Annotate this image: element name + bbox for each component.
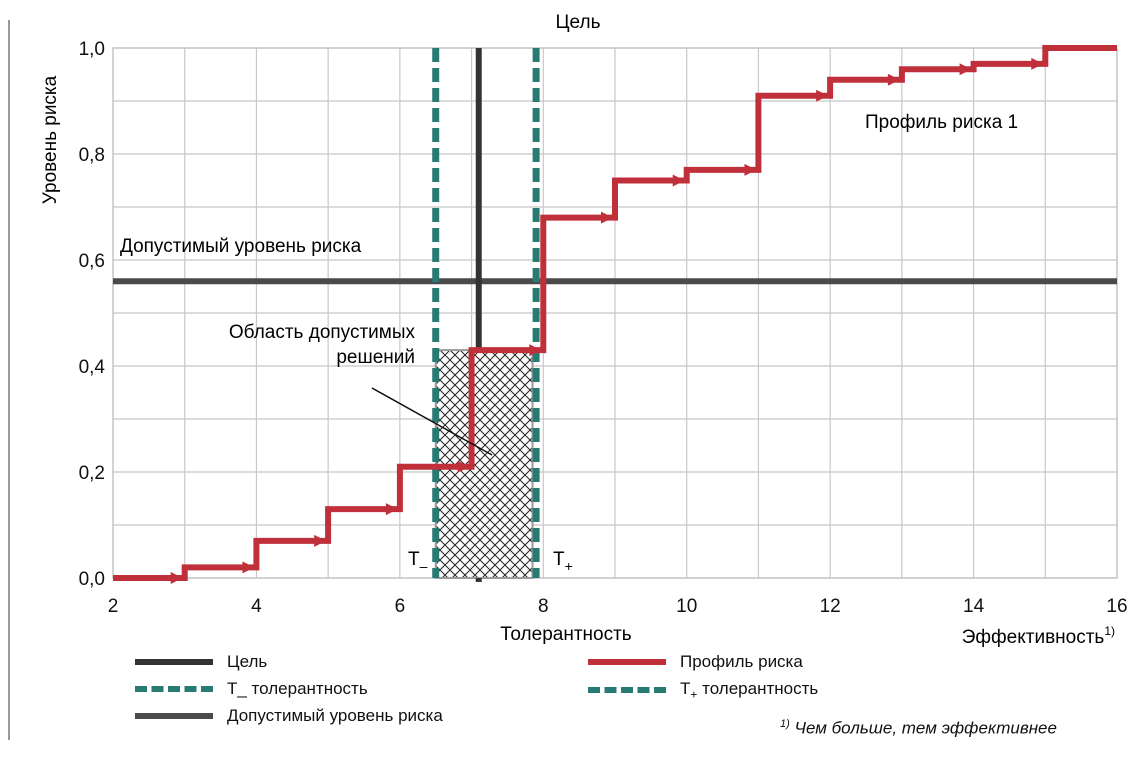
feasible-region-label-line2: решений: [336, 347, 415, 368]
profile-label: Профиль риска 1: [865, 112, 1018, 133]
page-left-border: [8, 20, 10, 740]
risk-profile-arrow: [242, 561, 255, 574]
legend-swatch-risk-level: [135, 713, 213, 719]
y-tick-label: 0,2: [79, 463, 105, 484]
risk-profile-arrow: [816, 89, 829, 102]
x-tick-label: 6: [395, 596, 406, 617]
footnote-text: Чем больше, тем эффективнее: [789, 718, 1057, 738]
footnote-mark: 1): [780, 718, 790, 730]
feasible-region-pointer: [371, 387, 493, 456]
x-tick-label: 16: [1106, 596, 1127, 617]
risk-profile-chart: 2 4 6 8 10 12 14 16 0,0 0,2 0,4 0,6 0,8 1,0 Цель Уров…: [40, 12, 1128, 648]
legend-item-target: Цель: [135, 652, 267, 672]
chart-title: Цель: [556, 12, 601, 33]
series-layer: [113, 45, 1117, 584]
x-tick-label: 2: [108, 596, 119, 617]
tolerance-label: Толерантность: [500, 624, 632, 645]
x-tick-label: 12: [820, 596, 841, 617]
y-axis-label: Уровень риска: [40, 75, 61, 204]
x-axis-label: Эффективность1): [962, 624, 1115, 648]
x-axis-label-footnote-mark: 1): [1104, 624, 1115, 638]
risk-profile-arrow: [601, 211, 613, 224]
reference-lines: [113, 48, 1117, 582]
risk-profile-arrow: [385, 503, 398, 516]
risk-profile-series: [113, 45, 1117, 581]
x-tick-label: 14: [963, 596, 985, 617]
risk-profile-arrow: [959, 63, 972, 76]
legend-label-target: Цель: [227, 652, 268, 671]
x-tick-label: 4: [251, 596, 262, 617]
legend: Цель T_ толерантность Допустимый уровень…: [135, 648, 1125, 758]
legend-label-t-plus: T+ толерантность: [680, 679, 819, 702]
feasible-region-label-line1: Область допустимых: [229, 322, 416, 343]
t-plus-label: T+: [553, 549, 573, 574]
legend-label-profile: Профиль риска: [680, 652, 803, 671]
legend-item-t-plus: T+ толерантность: [588, 679, 818, 701]
t-minus-subscript: –: [420, 558, 428, 574]
risk-profile-arrow: [457, 460, 470, 473]
t-plus-subscript: +: [565, 558, 573, 574]
x-tick-label: 8: [538, 596, 549, 617]
risk-profile-arrow: [529, 344, 542, 357]
legend-item-t-minus: T_ толерантность: [135, 679, 368, 699]
risk-profile-arrow: [170, 572, 183, 584]
x-tick-label: 10: [676, 596, 697, 617]
legend-swatch-profile: [588, 659, 666, 665]
risk-profile-arrow: [314, 534, 327, 547]
legend-item-risk-level: Допустимый уровень риска: [135, 706, 443, 726]
y-tick-label: 0,6: [79, 251, 105, 272]
y-tick-label: 0,8: [79, 145, 105, 166]
footnote: 1) Чем больше, тем эффективнее: [780, 718, 1057, 739]
y-tick-label: 1,0: [79, 39, 105, 60]
y-tick-label: 0,0: [79, 569, 105, 590]
y-tick-label: 0,4: [79, 357, 106, 378]
legend-swatch-target: [135, 659, 213, 665]
plot-frame: [112, 47, 1118, 579]
risk-profile-arrow: [744, 163, 757, 176]
legend-swatch-t-plus: [588, 687, 666, 694]
legend-label-risk-level: Допустимый уровень риска: [227, 706, 443, 725]
acceptable-risk-label: Допустимый уровень риска: [120, 236, 362, 257]
risk-profile-arrow: [672, 174, 685, 187]
legend-label-t-minus: T_ толерантность: [227, 679, 368, 698]
risk-profile-arrow: [1031, 57, 1044, 70]
legend-swatch-t-minus: [135, 686, 213, 692]
axes: 2 4 6 8 10 12 14 16 0,0 0,2 0,4 0,6 0,8 1,0: [79, 39, 1128, 617]
legend-item-profile: Профиль риска: [588, 652, 803, 672]
t-minus-label: T–: [408, 549, 428, 574]
risk-profile-arrow: [887, 73, 900, 86]
